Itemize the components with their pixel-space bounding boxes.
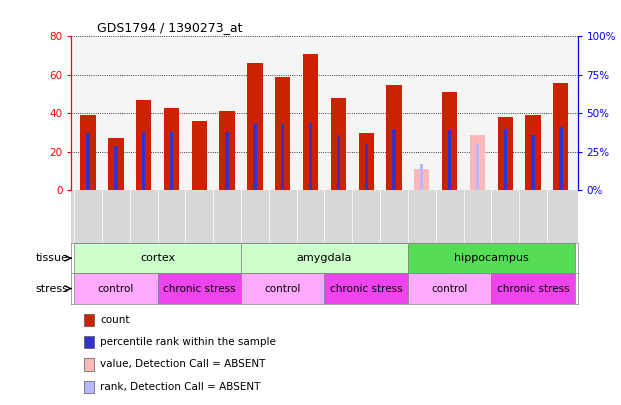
Bar xyxy=(469,134,485,190)
Text: stress: stress xyxy=(35,284,68,294)
Text: chronic stress: chronic stress xyxy=(497,284,569,294)
Bar xyxy=(309,123,312,190)
Bar xyxy=(504,129,507,190)
Bar xyxy=(408,273,491,304)
Bar xyxy=(491,273,575,304)
Bar xyxy=(225,132,229,190)
Text: hippocampus: hippocampus xyxy=(454,253,528,263)
Bar xyxy=(81,115,96,190)
Text: amygdala: amygdala xyxy=(297,253,352,263)
Bar xyxy=(532,135,535,190)
Text: chronic stress: chronic stress xyxy=(163,284,235,294)
Bar xyxy=(442,92,457,190)
Bar xyxy=(392,129,396,190)
Bar xyxy=(74,243,241,273)
Bar xyxy=(553,83,568,190)
Bar xyxy=(192,121,207,190)
Bar xyxy=(337,135,340,190)
Bar xyxy=(219,111,235,190)
Bar xyxy=(358,133,374,190)
Bar xyxy=(114,146,117,190)
Text: percentile rank within the sample: percentile rank within the sample xyxy=(100,337,276,347)
Bar xyxy=(420,164,424,190)
Text: control: control xyxy=(97,284,134,294)
Text: control: control xyxy=(432,284,468,294)
Text: GDS1794 / 1390273_at: GDS1794 / 1390273_at xyxy=(97,21,242,34)
Bar xyxy=(170,132,173,190)
Bar xyxy=(414,169,430,190)
Bar xyxy=(408,243,575,273)
Bar xyxy=(525,115,541,190)
Text: count: count xyxy=(100,315,130,325)
Bar xyxy=(247,63,263,190)
Text: cortex: cortex xyxy=(140,253,175,263)
Bar xyxy=(386,85,402,190)
Bar xyxy=(86,133,90,190)
Text: rank, Detection Call = ABSENT: rank, Detection Call = ABSENT xyxy=(100,382,260,392)
Bar xyxy=(158,273,241,304)
Text: control: control xyxy=(265,284,301,294)
Bar xyxy=(74,273,158,304)
Bar xyxy=(275,77,291,190)
Bar xyxy=(303,54,318,190)
Bar xyxy=(164,108,179,190)
Bar xyxy=(253,124,256,190)
Bar xyxy=(281,124,284,190)
Bar xyxy=(108,139,124,190)
Bar xyxy=(324,273,408,304)
Bar xyxy=(497,117,513,190)
Text: chronic stress: chronic stress xyxy=(330,284,402,294)
Bar xyxy=(476,144,479,190)
Bar xyxy=(142,132,145,190)
Bar xyxy=(559,127,563,190)
Text: value, Detection Call = ABSENT: value, Detection Call = ABSENT xyxy=(100,360,265,369)
Text: tissue: tissue xyxy=(35,253,68,263)
Bar xyxy=(365,144,368,190)
Bar xyxy=(448,130,451,190)
Bar xyxy=(331,98,346,190)
Bar xyxy=(241,273,324,304)
Bar xyxy=(241,243,408,273)
Bar xyxy=(136,100,152,190)
